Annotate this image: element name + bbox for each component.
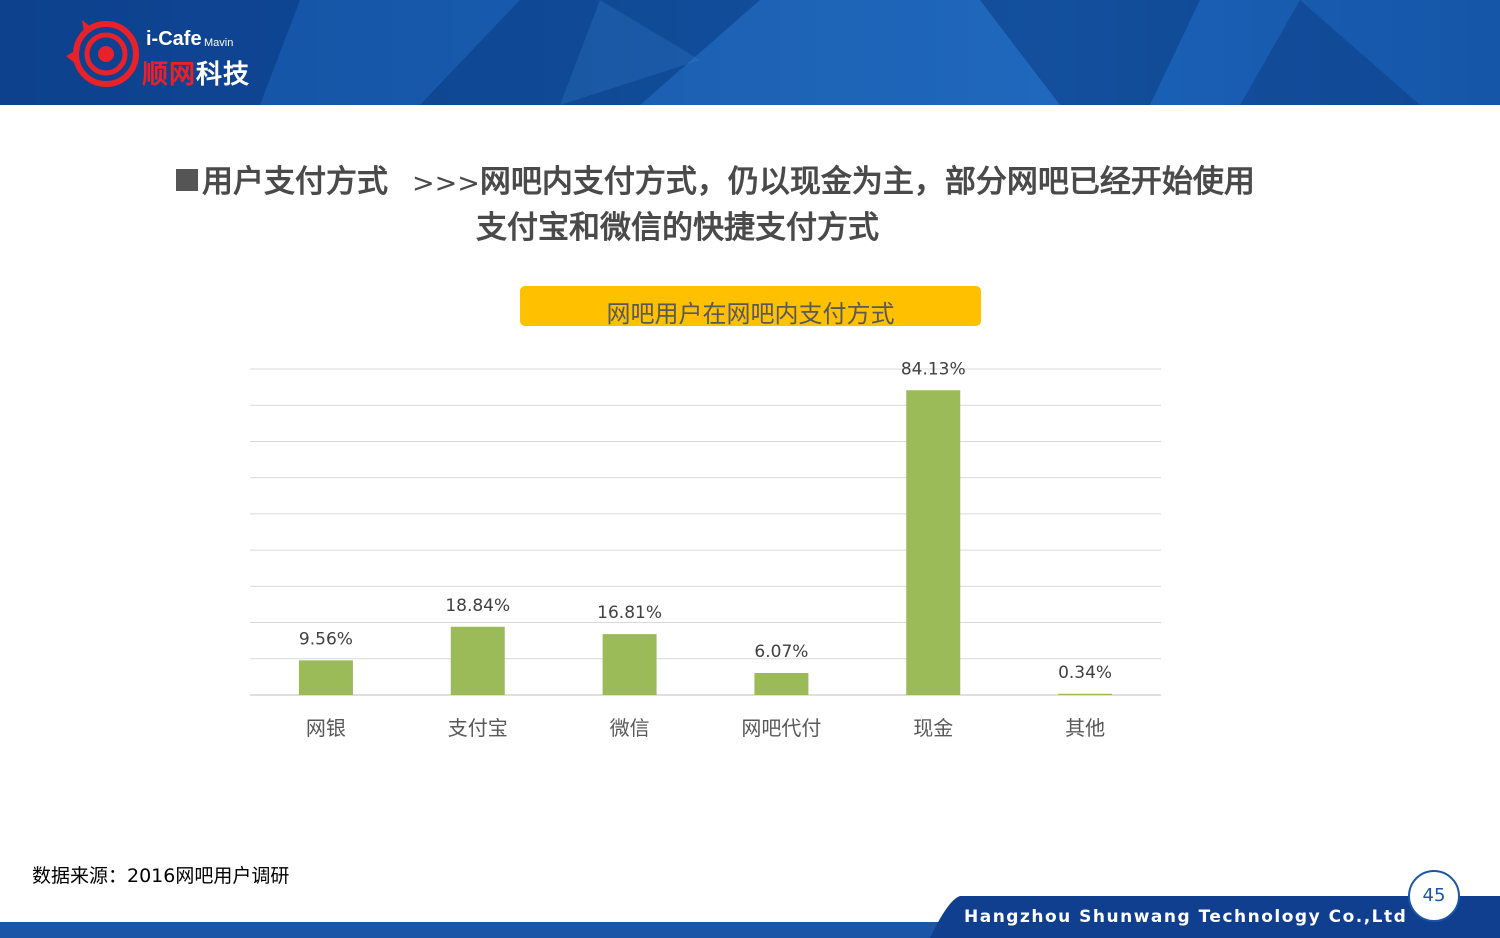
category-label: 网银 bbox=[306, 716, 346, 740]
logo-sub: Mavin bbox=[204, 37, 234, 49]
bar bbox=[450, 626, 505, 695]
data-label: 84.13% bbox=[901, 359, 966, 379]
bar bbox=[602, 634, 657, 695]
data-label: 0.34% bbox=[1058, 663, 1112, 683]
category-label: 微信 bbox=[610, 716, 650, 740]
title-line-1: 网吧内支付方式，仍以现金为主，部分网吧已经开始使用 bbox=[479, 164, 1255, 200]
category-label: 网吧代付 bbox=[741, 716, 821, 740]
square-bullet-icon bbox=[176, 169, 198, 191]
company-name: Hangzhou Shunwang Technology Co.,Ltd bbox=[964, 907, 1408, 927]
logo-text: i-Cafe bbox=[146, 28, 202, 50]
chart-title-box: 网吧用户在网吧内支付方式 bbox=[520, 286, 981, 326]
page-number: 45 bbox=[1422, 885, 1446, 906]
category-label: 支付宝 bbox=[448, 716, 508, 740]
banner-pattern bbox=[0, 0, 1500, 105]
slide-title: 用户支付方式 >>>网吧内支付方式，仍以现金为主，部分网吧已经开始使用 支付宝和微… bbox=[176, 160, 1336, 250]
data-label: 18.84% bbox=[445, 596, 510, 616]
data-label: 16.81% bbox=[597, 603, 662, 623]
data-label: 6.07% bbox=[754, 642, 808, 662]
title-line-2: 支付宝和微信的快捷支付方式 bbox=[476, 210, 879, 246]
category-label: 现金 bbox=[913, 716, 953, 740]
data-source: 数据来源：2016网吧用户调研 bbox=[32, 865, 290, 887]
bar bbox=[298, 660, 353, 695]
data-label: 9.56% bbox=[299, 629, 353, 649]
company-logo: i-Cafe Mavin 顺网科技 bbox=[62, 12, 292, 92]
bar bbox=[754, 673, 809, 695]
logo-cn: 顺网科技 bbox=[142, 60, 251, 90]
target-logo-icon bbox=[66, 20, 139, 87]
header-banner: i-Cafe Mavin 顺网科技 bbox=[0, 0, 1500, 105]
category-label: 其他 bbox=[1065, 716, 1105, 740]
title-arrows: >>> bbox=[412, 168, 480, 199]
chart-title: 网吧用户在网吧内支付方式 bbox=[606, 300, 895, 326]
section-title: 用户支付方式 bbox=[202, 164, 388, 200]
page-number-badge: 45 bbox=[1408, 870, 1460, 922]
bar bbox=[1058, 693, 1113, 695]
footer-bar bbox=[0, 896, 1500, 938]
bar bbox=[906, 390, 961, 695]
